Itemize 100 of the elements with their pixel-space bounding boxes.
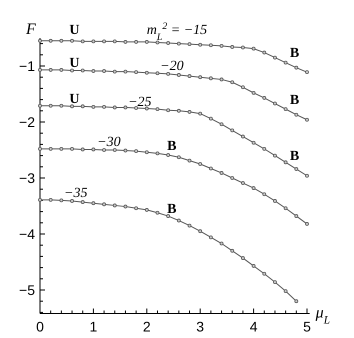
point — [102, 104, 106, 109]
point — [38, 38, 42, 43]
x-tick-label: 3 — [196, 318, 204, 335]
point — [92, 201, 96, 206]
point — [188, 224, 192, 228]
point — [156, 107, 160, 112]
annotation: B — [290, 149, 300, 164]
point — [48, 38, 53, 43]
point — [208, 235, 213, 240]
point — [230, 45, 234, 49]
point — [48, 198, 53, 202]
x-tick-label: 0 — [36, 318, 44, 335]
point — [70, 199, 74, 203]
point — [262, 50, 266, 54]
point — [273, 154, 277, 158]
point — [220, 242, 224, 246]
annotation: −30 — [97, 135, 121, 150]
x-tick-label: 5 — [303, 318, 312, 335]
point — [273, 102, 277, 106]
annotation: U — [69, 56, 80, 72]
point — [230, 128, 234, 132]
point — [59, 198, 64, 202]
point — [284, 107, 288, 112]
point — [144, 70, 149, 75]
point — [252, 46, 256, 51]
y-tick-label: −5 — [19, 282, 36, 298]
point — [208, 76, 213, 80]
point — [176, 73, 181, 77]
point — [188, 110, 192, 114]
point — [294, 167, 298, 171]
point — [38, 68, 42, 72]
point — [38, 146, 42, 151]
point — [176, 218, 181, 222]
point — [220, 78, 224, 82]
point — [124, 70, 128, 74]
point — [241, 181, 245, 185]
point — [208, 43, 213, 48]
point — [305, 70, 309, 74]
point — [70, 146, 74, 151]
point — [92, 39, 96, 44]
point — [92, 104, 96, 109]
point — [166, 214, 170, 218]
annotation: B — [290, 46, 300, 61]
annotation: U — [69, 23, 80, 38]
x-tick-label: 4 — [250, 318, 258, 335]
point — [262, 272, 266, 276]
point — [241, 46, 245, 50]
point — [80, 200, 85, 204]
point — [294, 299, 298, 304]
point — [134, 40, 138, 44]
point — [156, 210, 160, 215]
point — [208, 166, 213, 170]
point — [166, 72, 170, 76]
point — [305, 174, 309, 178]
annotation: B — [167, 202, 176, 218]
point — [188, 74, 192, 78]
annotation: U — [69, 92, 80, 107]
point — [262, 146, 266, 151]
x-axis-title: μ$_{L}$ — [314, 304, 330, 327]
point — [284, 206, 288, 210]
point — [176, 108, 181, 113]
point — [188, 42, 192, 46]
annotation: B — [290, 93, 300, 108]
point — [112, 106, 117, 110]
point — [294, 66, 298, 70]
point — [112, 204, 117, 208]
point — [166, 108, 170, 112]
point — [252, 140, 256, 145]
point — [188, 158, 192, 163]
point — [80, 68, 85, 72]
point — [70, 104, 74, 108]
annotation: −20 — [160, 58, 184, 74]
x-tick-label: 2 — [142, 318, 151, 335]
point — [38, 104, 42, 108]
annotation: m$_{L}$$^{2}$ = −15 — [146, 20, 208, 42]
point — [48, 104, 53, 108]
point — [80, 148, 85, 152]
point — [124, 40, 128, 44]
point — [252, 186, 256, 190]
point — [273, 56, 277, 60]
point — [305, 118, 309, 122]
point — [294, 214, 298, 218]
point — [156, 40, 160, 44]
point — [92, 69, 96, 73]
point — [241, 256, 245, 260]
point — [156, 71, 160, 76]
point — [220, 44, 224, 48]
point — [59, 146, 64, 151]
point — [70, 68, 74, 72]
point — [220, 171, 224, 175]
point — [198, 229, 202, 234]
point — [241, 134, 245, 138]
annotation: −35 — [64, 186, 88, 201]
y-tick-label: −4 — [19, 226, 36, 242]
point — [70, 38, 74, 43]
y-tick-label: −1 — [19, 58, 36, 74]
point — [198, 42, 202, 47]
point — [230, 176, 234, 180]
point — [102, 202, 106, 206]
point — [48, 146, 53, 151]
